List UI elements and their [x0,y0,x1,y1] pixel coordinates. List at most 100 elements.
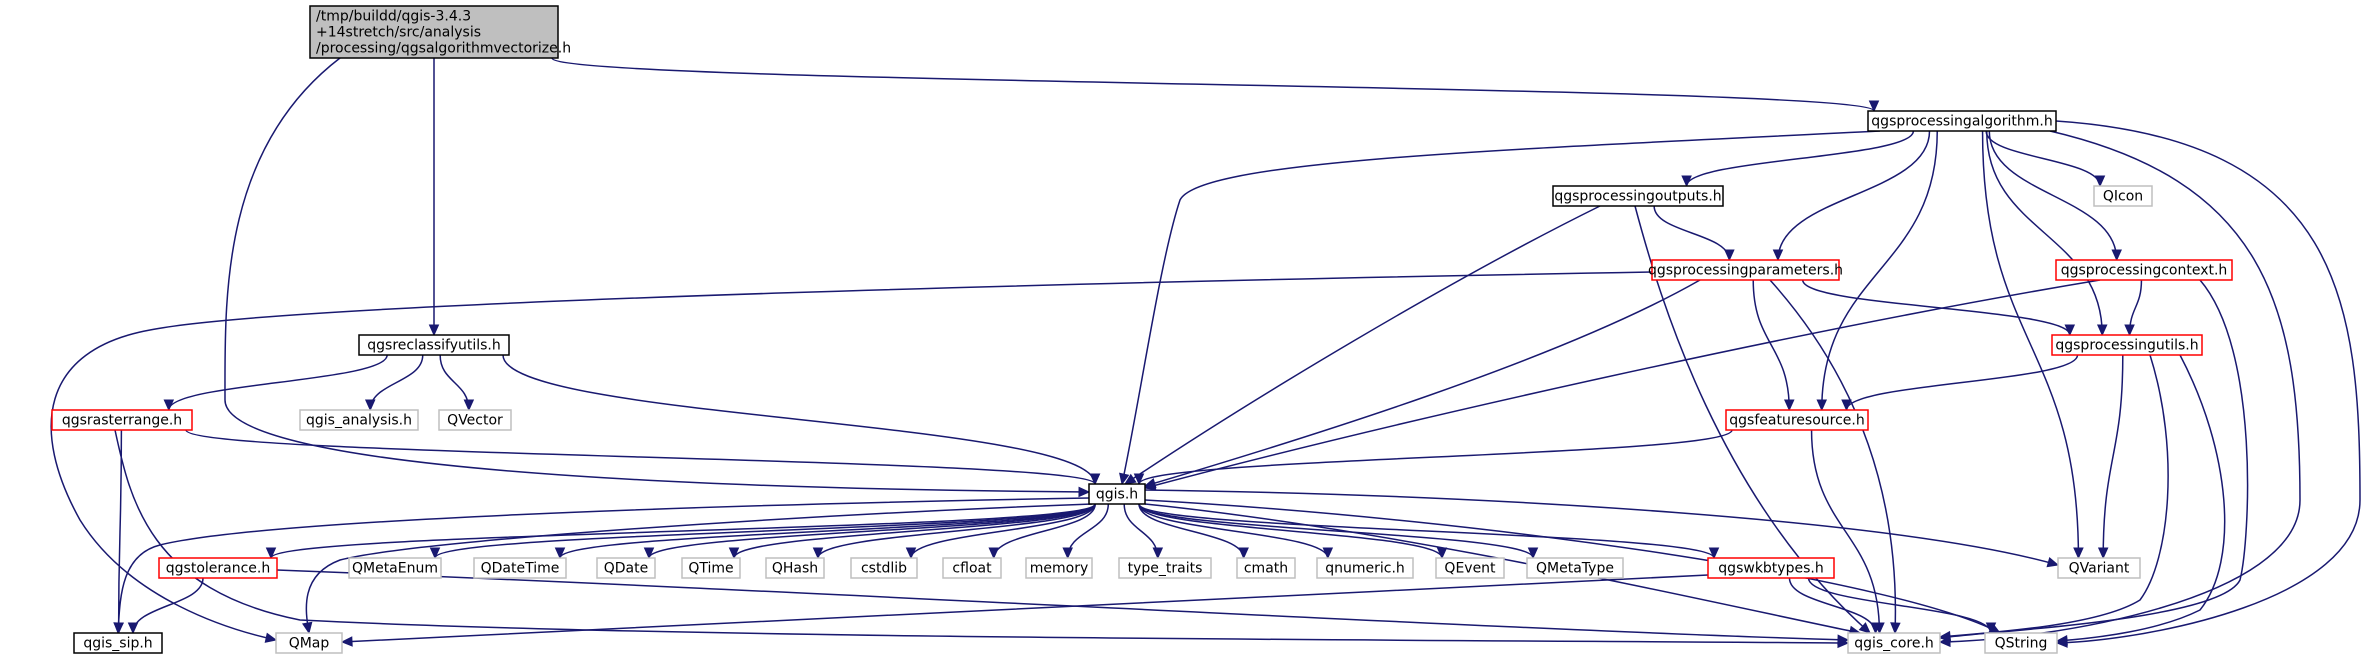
edge-tol-to-core [276,569,1850,645]
edge-arrowhead [264,632,278,643]
edge-line [1138,503,1329,559]
node-qmetaenum: QMetaEnum [348,557,442,579]
edge-line [2102,354,2124,559]
edge-line [305,503,1093,634]
edge-arrowhead [2124,324,2135,337]
edge-line [1121,130,1881,485]
edge-arrowhead [2096,324,2108,337]
edge-arrowhead [1527,547,1539,560]
edge-arrowhead [1078,486,1091,498]
edge-pa-to-qvariant [1981,130,2084,560]
node-qvariant: QVariant [2057,557,2141,579]
node-box [1707,557,1835,579]
edge-arrowhead [1784,399,1795,412]
edge-arrowhead [1238,547,1249,560]
edge-line [1138,503,1534,559]
node-label: qnumeric.h [1325,561,1405,577]
node-wkb[interactable]: qgswkbtypes.h [1707,557,1835,579]
node-box [1526,557,1624,579]
node-label: QIcon [2103,189,2143,205]
node-pc[interactable]: qgsprocessingcontext.h [2055,259,2233,281]
node-pu[interactable]: qgsprocessingutils.h [2051,334,2203,356]
node-cmath: cmath [1236,557,1296,579]
node-label: +14stretch/src/analysis [316,25,481,41]
edge-arrowhead [1841,399,1852,412]
edge-pa-to-fs [1816,130,1938,412]
edge-arrowhead [364,399,376,412]
node-po[interactable]: qgsprocessingoutputs.h [1552,185,1724,207]
node-label: QMap [289,636,330,652]
edge-po-to-pp [1653,205,1735,262]
edge-line [1801,279,2071,336]
node-box [1088,483,1146,505]
node-box [1316,557,1414,579]
edge-line [1144,489,2059,566]
node-pa[interactable]: qgsprocessingalgorithm.h [1867,110,2057,132]
node-tol[interactable]: qgstolerance.h [158,557,278,579]
node-qgis[interactable]: qgis.h [1088,483,1146,505]
node-box [765,557,825,579]
edge-line [1144,279,2101,489]
edge-line [168,354,388,411]
node-label: qgsprocessingutils.h [2055,338,2198,354]
edge-wkb-to-qmap [340,574,1709,647]
node-pp[interactable]: qgsprocessingparameters.h [1648,259,1843,281]
node-label: qgsprocessingalgorithm.h [1871,114,2052,130]
node-qevent: QEvent [1435,557,1505,579]
node-label: qgstolerance.h [166,561,270,577]
edge-arrowhead [1062,547,1073,560]
edge-arrowhead [113,622,124,635]
edge-arrowhead [1868,100,1880,113]
node-label: qgsrasterrange.h [62,413,182,429]
node-label: QVariant [2069,561,2130,577]
edge-line [559,503,1096,559]
edge-arrowhead [2073,547,2084,560]
edge-pp-to-fs [1752,279,1795,412]
edge-line [910,503,1096,559]
edge-arrowhead [1772,249,1784,262]
edge-arrowhead [2046,557,2060,568]
node-box [309,5,559,59]
node-qmap: QMap [275,632,343,654]
edge-line [1981,130,2080,559]
edge-qgis-to-qdate [643,503,1096,560]
node-rcu[interactable]: qgsreclassifyutils.h [358,334,510,356]
edge-line [1124,205,1601,485]
edge-pp-to-pu [1801,279,2076,337]
node-box [73,632,163,654]
edge-line [1769,279,1897,634]
node-label: cstdlib [861,561,907,577]
edge-line [1988,130,2118,261]
node-label: type_traits [1128,561,1203,577]
edge-arrowhead [1938,630,1951,642]
edge-line [1939,354,2169,638]
node-box [2051,334,2203,356]
node-rr[interactable]: qgsrasterrange.h [51,409,193,431]
edge-arrowhead [1152,547,1164,560]
node-label: qgis.h [1096,487,1138,503]
node-label: cfloat [952,561,992,577]
edge-arrowhead [340,636,353,647]
node-fs[interactable]: qgsfeaturesource.h [1725,409,1869,431]
node-label: QDate [604,561,648,577]
edge-line [1939,130,2301,643]
edge-fs-to-qgis [1133,429,1733,486]
node-qdate: QDate [596,557,656,579]
node-qtime: QTime [681,557,741,579]
edge-line [132,577,204,634]
node-root[interactable]: /tmp/buildd/qgis-3.4.3+14stretch/src/ana… [309,5,571,59]
edge-line [1845,354,2079,411]
edge-arrowhead [429,547,441,560]
edge-rcu-to-rr [163,354,388,412]
edge-line [1752,279,1791,411]
node-sip[interactable]: qgis_sip.h [73,632,163,654]
edge-pu-to-qvariant [2097,354,2124,560]
edge-line [270,503,1096,559]
edge-line [434,503,1096,559]
node-box [473,557,567,579]
edge-line [1138,503,1715,559]
edge-arrowhead [554,547,566,560]
node-box [51,409,193,431]
edge-arrowhead [127,622,139,635]
